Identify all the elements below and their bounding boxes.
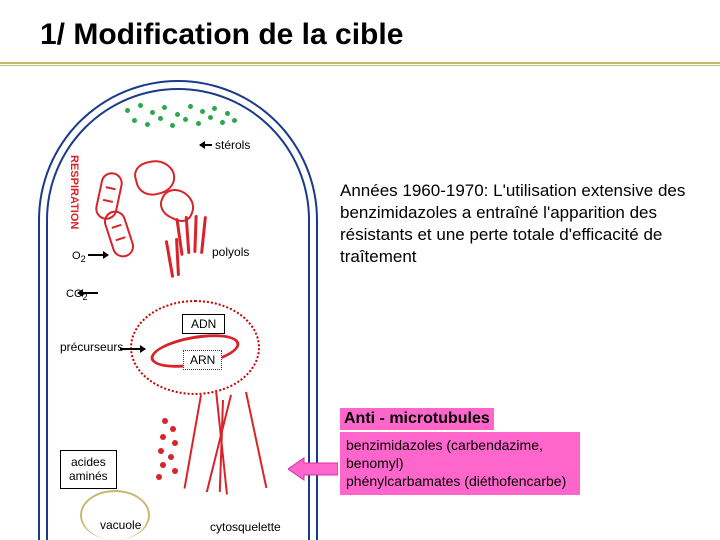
precurseurs-label: précurseurs bbox=[60, 340, 123, 354]
precurseurs-arrow-icon bbox=[120, 348, 145, 350]
arn-label: ARN bbox=[183, 350, 222, 370]
adn-label: ADN bbox=[182, 314, 225, 334]
cytosquelette-label: cytosquelette bbox=[210, 520, 281, 534]
o2-arrow-icon bbox=[88, 254, 108, 256]
vesicle-dots bbox=[120, 100, 240, 128]
rule-line-2 bbox=[0, 65, 720, 66]
anti-microtubules-list: benzimidazoles (carbendazime, benomyl)ph… bbox=[340, 432, 580, 495]
body-paragraph: Années 1960-1970: L'utilisation extensiv… bbox=[340, 180, 710, 268]
vacuole-icon bbox=[80, 490, 150, 540]
anti-microtubules-title: Anti - microtubules bbox=[340, 408, 494, 430]
pink-arrow-icon bbox=[288, 456, 338, 482]
polyols-label: polyols bbox=[212, 245, 249, 259]
rule-line-1 bbox=[0, 62, 720, 64]
acides-amines-label: acidesaminés bbox=[60, 450, 117, 489]
vacuole-label: vacuole bbox=[100, 518, 141, 532]
o2-label: O2 bbox=[72, 250, 86, 264]
co2-arrow-icon bbox=[78, 292, 98, 294]
sterols-label: stérols bbox=[215, 138, 250, 152]
respiration-label: RESPIRATION bbox=[68, 155, 80, 229]
page-title: 1/ Modification de la cible bbox=[40, 18, 403, 52]
sterols-arrow-icon bbox=[200, 144, 212, 146]
